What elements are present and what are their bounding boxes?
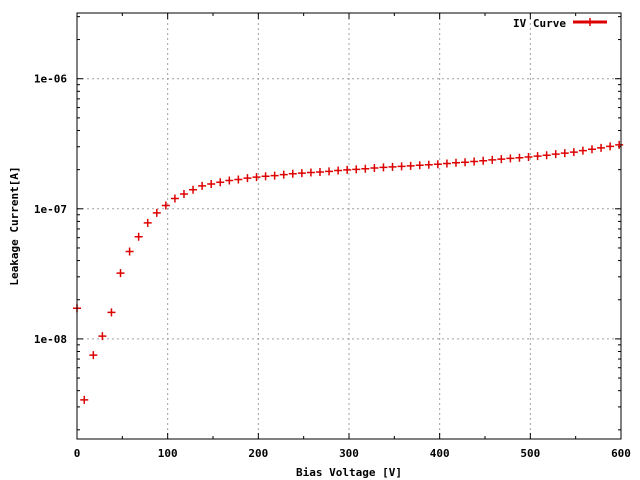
data-point <box>424 160 433 169</box>
data-point <box>134 232 143 241</box>
y-tick-label: 1e-06 <box>34 73 67 86</box>
x-tick-label: 600 <box>611 447 631 460</box>
data-point <box>352 165 361 174</box>
data-point <box>198 181 207 190</box>
data-point <box>98 332 107 341</box>
data-point <box>587 145 596 154</box>
x-tick-label: 0 <box>74 447 81 460</box>
data-point <box>107 308 116 317</box>
data-point <box>606 142 615 151</box>
data-point <box>388 162 397 171</box>
data-point <box>325 167 334 176</box>
data-point <box>89 351 98 360</box>
data-point <box>161 201 170 210</box>
data-point <box>125 247 134 256</box>
data-point <box>451 158 460 167</box>
data-point <box>506 154 515 163</box>
data-point <box>116 269 125 278</box>
data-point <box>252 173 261 182</box>
data-point <box>306 168 315 177</box>
data-point <box>143 218 152 227</box>
data-point <box>279 170 288 179</box>
data-point <box>470 157 479 166</box>
axis-ticks <box>76 13 622 439</box>
data-point <box>170 194 179 203</box>
data-point <box>515 153 524 162</box>
data-point <box>207 180 216 189</box>
data-point <box>261 172 270 181</box>
data-point <box>497 155 506 164</box>
data-point <box>80 395 89 404</box>
legend-label: IV Curve <box>513 17 566 30</box>
x-tick-label: 400 <box>430 447 450 460</box>
data-point <box>297 169 306 178</box>
data-point <box>415 161 424 170</box>
grid-lines <box>77 13 621 439</box>
data-point <box>542 151 551 160</box>
data-point <box>243 174 252 183</box>
data-point <box>379 163 388 172</box>
data-point <box>334 166 343 175</box>
data-point <box>551 150 560 159</box>
plot-frame <box>76 12 622 440</box>
data-point <box>343 165 352 174</box>
y-tick-label: 1e-07 <box>34 203 67 216</box>
x-tick-label: 500 <box>520 447 540 460</box>
data-point <box>270 171 279 180</box>
legend-marker <box>586 18 594 26</box>
data-point <box>361 164 370 173</box>
data-point <box>189 185 198 194</box>
data-point <box>397 162 406 171</box>
data-point <box>179 189 188 198</box>
data-point <box>442 159 451 168</box>
x-tick-label: 100 <box>158 447 178 460</box>
data-point <box>533 152 542 161</box>
data-point <box>560 149 569 158</box>
data-point <box>488 155 497 164</box>
data-points <box>73 140 624 404</box>
data-point <box>615 140 624 149</box>
data-point <box>433 160 442 169</box>
data-point <box>479 156 488 165</box>
data-point <box>524 153 533 162</box>
data-point <box>216 178 225 187</box>
data-point <box>569 148 578 157</box>
data-point <box>461 158 470 167</box>
data-point <box>315 167 324 176</box>
data-point <box>225 176 234 185</box>
x-tick-label: 300 <box>339 447 359 460</box>
x-axis-label: Bias Voltage [V] <box>296 466 402 479</box>
y-axis-label: Leakage Current[A] <box>8 166 21 285</box>
data-point <box>288 169 297 178</box>
y-tick-label: 1e-08 <box>34 333 67 346</box>
data-point <box>152 208 161 217</box>
data-point <box>578 146 587 155</box>
data-point <box>597 143 606 152</box>
x-tick-label: 200 <box>248 447 268 460</box>
legend: IV Curve <box>513 17 607 30</box>
data-point <box>370 163 379 172</box>
data-point <box>234 175 243 184</box>
tick-labels: 0 100 200 300 400 500 600 1e-08 1e-07 1e-06 <box>34 73 631 460</box>
data-point <box>406 161 415 170</box>
legend-marker-plus <box>586 18 594 26</box>
